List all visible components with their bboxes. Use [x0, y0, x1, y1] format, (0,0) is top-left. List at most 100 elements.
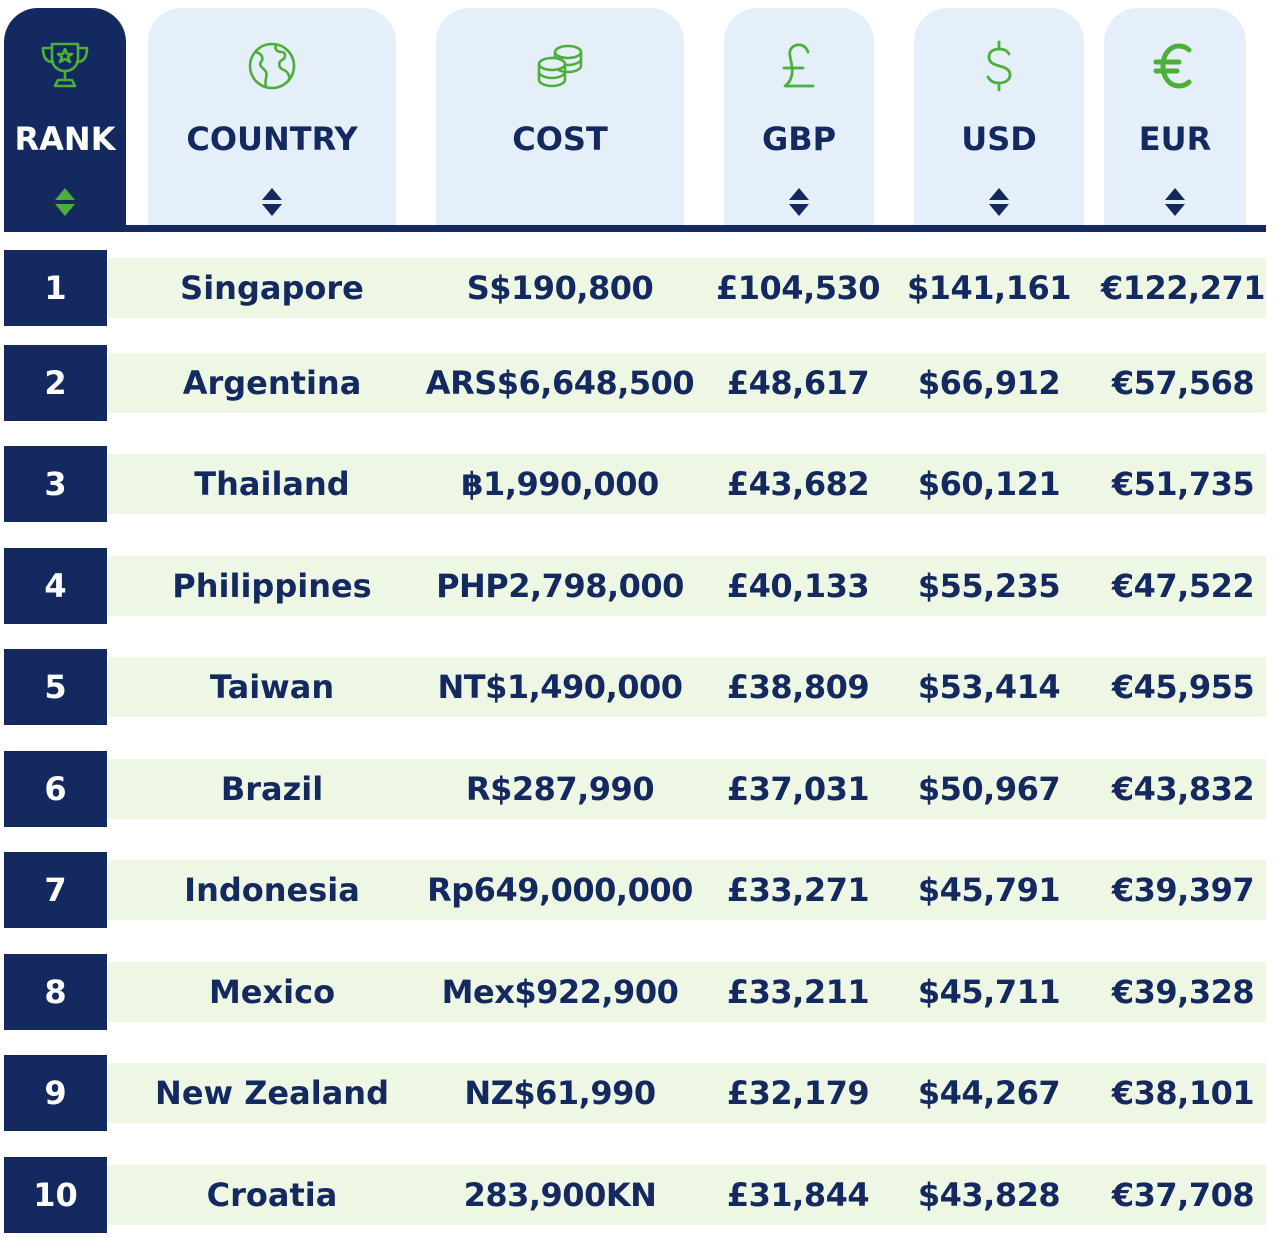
header-label: COST	[512, 120, 608, 158]
gbp-cell: £31,844	[726, 1176, 870, 1214]
cost-cell: R$287,990	[465, 770, 655, 808]
rank-badge: 8	[4, 954, 107, 1030]
table-row: 9 New Zealand NZ$61,990 £32,179 $44,267 …	[0, 1055, 1280, 1131]
usd-cell: $45,791	[917, 871, 1061, 909]
header-divider	[4, 225, 1266, 232]
country-cell: Indonesia	[184, 871, 360, 909]
header-usd[interactable]: USD	[914, 8, 1084, 226]
cost-cell: ฿1,990,000	[461, 465, 659, 503]
country-cell: Brazil	[220, 770, 324, 808]
table-row: 7 Indonesia Rp649,000,000 £33,271 $45,79…	[0, 852, 1280, 928]
header-label: EUR	[1138, 120, 1212, 158]
gbp-cell: £104,530	[716, 269, 881, 307]
country-cell: Mexico	[208, 973, 336, 1011]
rank-badge: 3	[4, 446, 107, 522]
table-row: 3 Thailand ฿1,990,000 £43,682 $60,121 €5…	[0, 446, 1280, 522]
header-label: RANK	[14, 120, 116, 158]
eur-cell: €47,522	[1111, 567, 1255, 605]
row-band	[108, 1165, 1266, 1225]
usd-cell: $141,161	[906, 269, 1072, 307]
cost-cell: S$190,800	[466, 269, 654, 307]
sort-icon[interactable]	[52, 186, 78, 218]
gbp-cell: £40,133	[726, 567, 870, 605]
country-cell: Croatia	[206, 1176, 338, 1214]
cost-cell: Rp649,000,000	[427, 871, 693, 909]
header-gbp[interactable]: GBP	[724, 8, 874, 226]
header-label: GBP	[761, 120, 837, 158]
gbp-cell: £48,617	[726, 364, 870, 402]
cost-cell: ARS$6,648,500	[425, 364, 695, 402]
dollar-icon	[969, 36, 1029, 96]
row-band	[108, 962, 1266, 1022]
usd-cell: $50,967	[917, 770, 1061, 808]
table-row: 8 Mexico Mex$922,900 £33,211 $45,711 €39…	[0, 954, 1280, 1030]
row-band	[108, 258, 1266, 318]
usd-cell: $43,828	[917, 1176, 1061, 1214]
cost-cell: 283,900KN	[463, 1176, 657, 1214]
header-eur[interactable]: EUR	[1104, 8, 1246, 226]
usd-cell: $44,267	[917, 1074, 1061, 1112]
row-band	[108, 759, 1266, 819]
pound-icon	[769, 36, 829, 96]
gbp-cell: £32,179	[726, 1074, 870, 1112]
row-band	[108, 657, 1266, 717]
country-cell: Taiwan	[209, 668, 335, 706]
usd-cell: $55,235	[917, 567, 1061, 605]
rank-badge: 10	[4, 1157, 107, 1233]
eur-cell: €122,271	[1100, 269, 1266, 307]
gbp-cell: £37,031	[726, 770, 870, 808]
country-cell: Philippines	[172, 567, 372, 605]
country-cell: Thailand	[194, 465, 350, 503]
country-cell: Singapore	[180, 269, 364, 307]
table-row: 6 Brazil R$287,990 £37,031 $50,967 €43,8…	[0, 751, 1280, 827]
euro-icon	[1145, 36, 1205, 96]
header-rank[interactable]: RANK	[4, 8, 126, 226]
rank-badge: 5	[4, 649, 107, 725]
table-row: 4 Philippines PHP2,798,000 £40,133 $55,2…	[0, 548, 1280, 624]
header-label: COUNTRY	[186, 120, 358, 158]
usd-cell: $60,121	[917, 465, 1061, 503]
rank-badge: 9	[4, 1055, 107, 1131]
eur-cell: €37,708	[1111, 1176, 1255, 1214]
sort-icon[interactable]	[986, 186, 1012, 218]
cost-cell: Mex$922,900	[441, 973, 679, 1011]
rank-badge: 1	[4, 250, 107, 326]
gbp-cell: £33,211	[726, 973, 870, 1011]
trophy-icon	[35, 36, 95, 96]
table-row: 1 Singapore S$190,800 £104,530 $141,161 …	[0, 250, 1280, 326]
eur-cell: €51,735	[1111, 465, 1255, 503]
coins-icon	[530, 36, 590, 96]
row-band	[108, 454, 1266, 514]
row-band	[108, 556, 1266, 616]
rank-badge: 6	[4, 751, 107, 827]
row-band	[108, 353, 1266, 413]
header-country[interactable]: COUNTRY	[148, 8, 396, 226]
rank-badge: 4	[4, 548, 107, 624]
cost-cell: PHP2,798,000	[436, 567, 684, 605]
gbp-cell: £33,271	[726, 871, 870, 909]
gbp-cell: £43,682	[726, 465, 870, 503]
eur-cell: €39,397	[1111, 871, 1255, 909]
cost-cell: NZ$61,990	[464, 1074, 656, 1112]
eur-cell: €45,955	[1111, 668, 1255, 706]
sort-icon[interactable]	[259, 186, 285, 218]
cost-cell: NT$1,490,000	[437, 668, 683, 706]
rank-badge: 2	[4, 345, 107, 421]
header-label: USD	[961, 120, 1037, 158]
country-cell: New Zealand	[155, 1074, 389, 1112]
row-band	[108, 860, 1266, 920]
eur-cell: €57,568	[1111, 364, 1255, 402]
globe-icon	[242, 36, 302, 96]
gbp-cell: £38,809	[726, 668, 870, 706]
usd-cell: $45,711	[917, 973, 1061, 1011]
sort-icon[interactable]	[786, 186, 812, 218]
eur-cell: €38,101	[1111, 1074, 1255, 1112]
header-cost[interactable]: COST	[436, 8, 684, 226]
usd-cell: $53,414	[917, 668, 1061, 706]
eur-cell: €39,328	[1111, 973, 1255, 1011]
country-cell: Argentina	[182, 364, 362, 402]
sort-icon[interactable]	[1162, 186, 1188, 218]
eur-cell: €43,832	[1111, 770, 1255, 808]
rank-badge: 7	[4, 852, 107, 928]
table-row: 10 Croatia 283,900KN £31,844 $43,828 €37…	[0, 1157, 1280, 1233]
